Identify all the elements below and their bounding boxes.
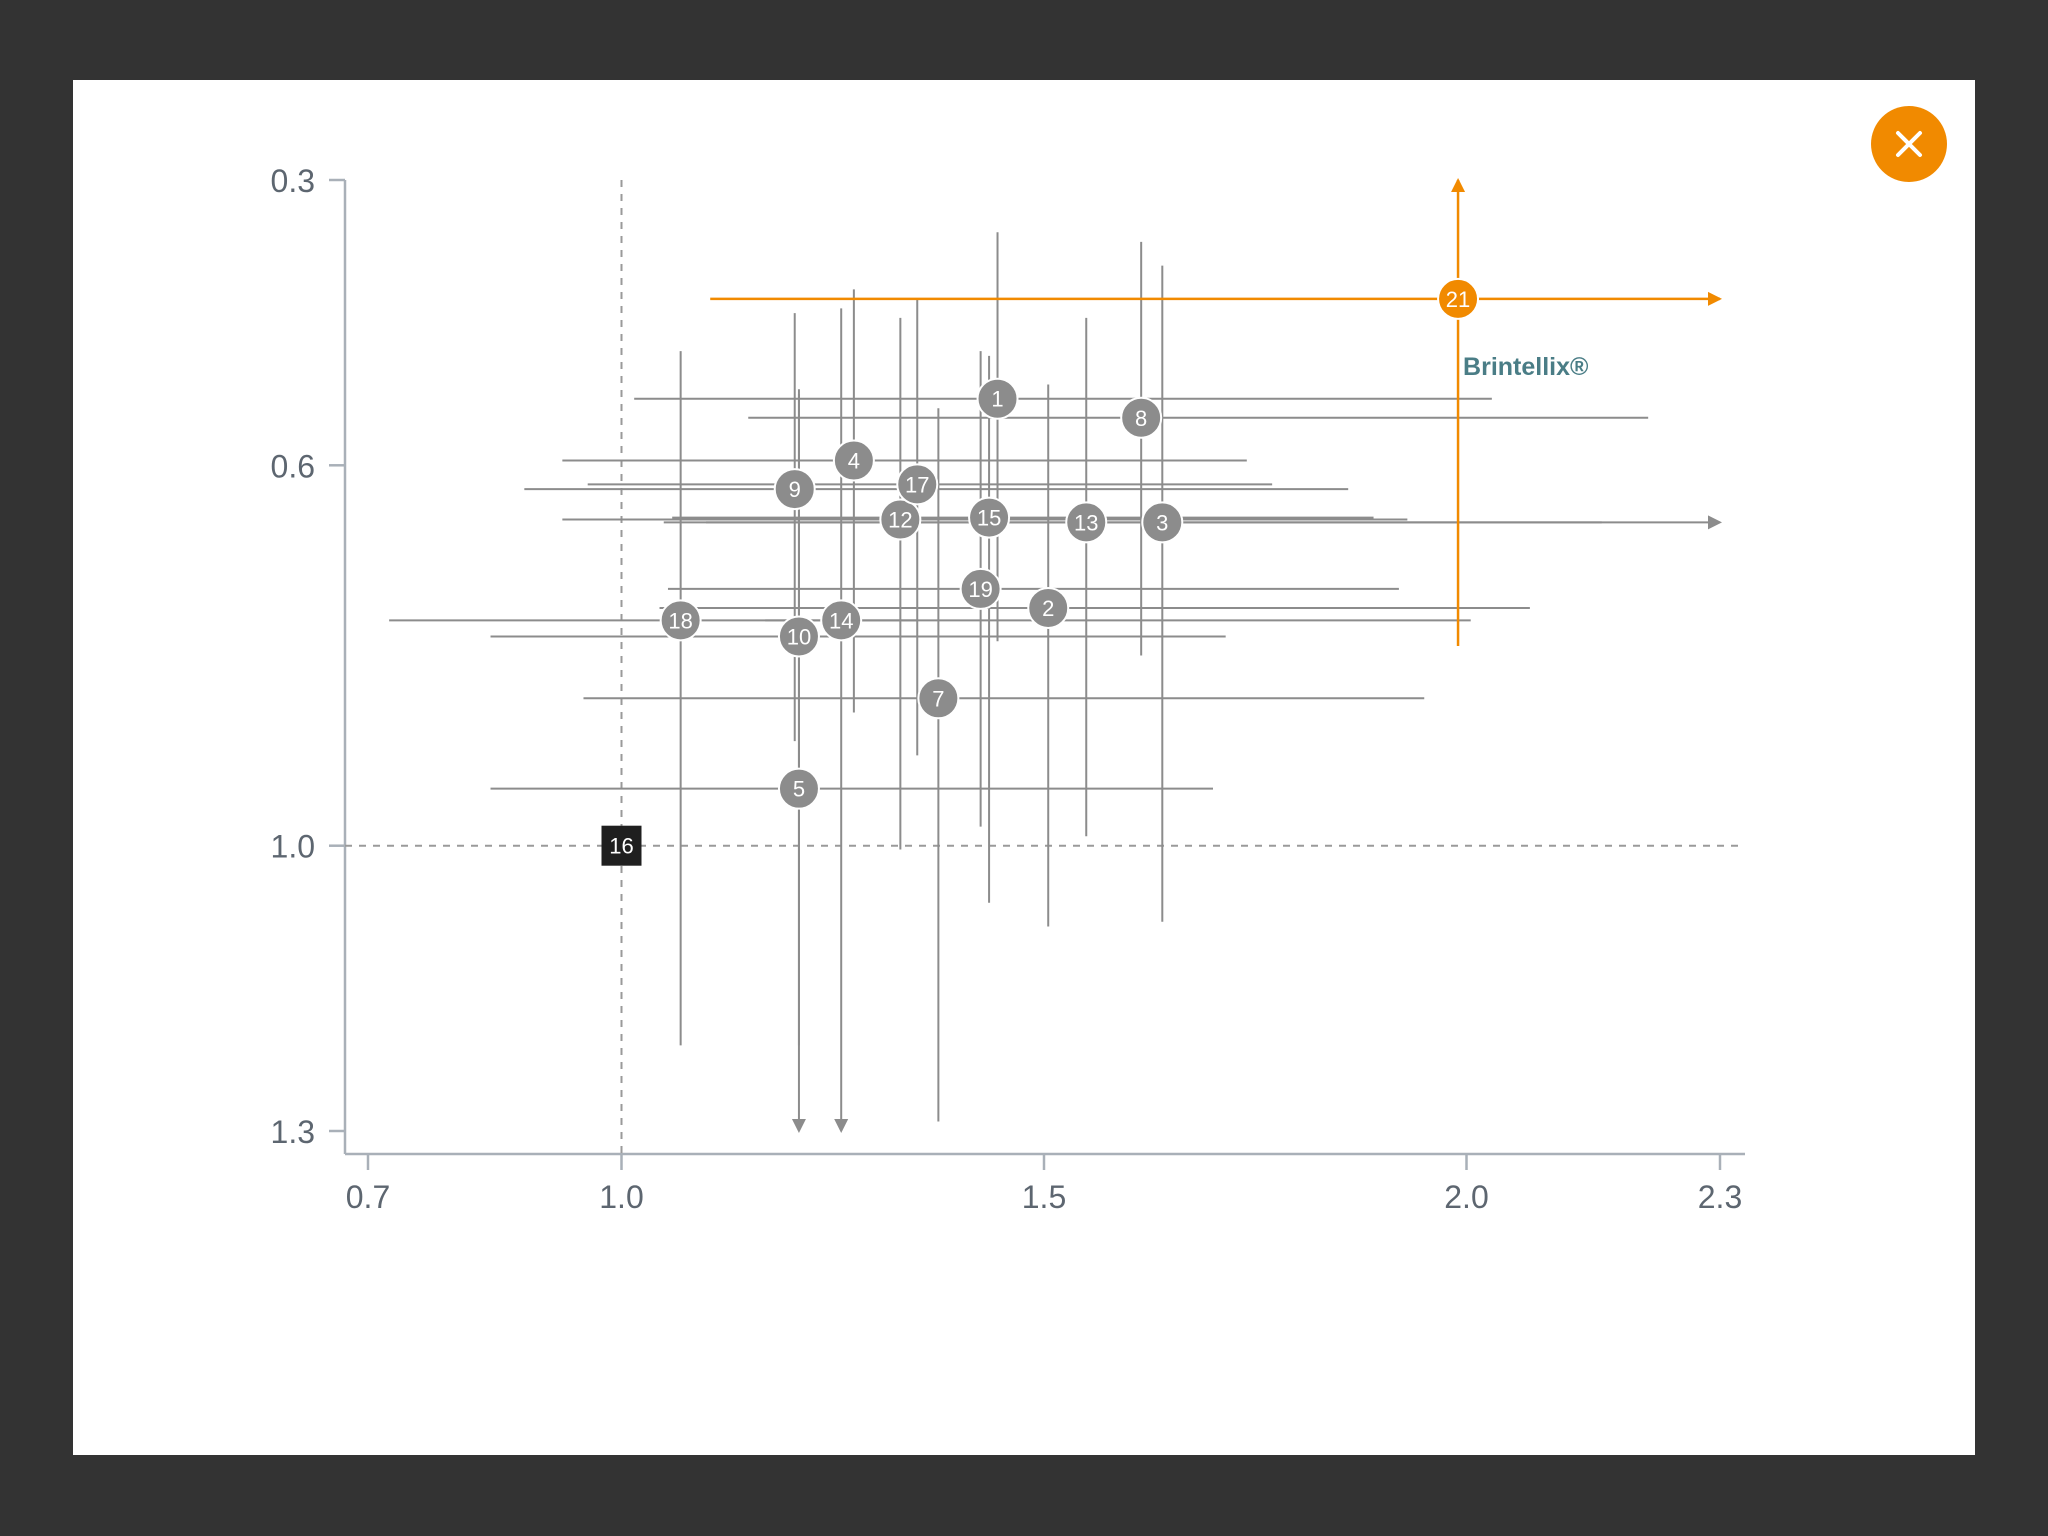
x-tick-label: 1.0	[599, 1179, 643, 1215]
point-marker-2	[1027, 586, 1070, 629]
point-marker-3	[1141, 501, 1184, 544]
x-tick-label: 1.5	[1022, 1179, 1066, 1215]
point-label: 4	[848, 449, 860, 474]
ci-arrow-x-21	[1708, 291, 1722, 306]
point-marker-9	[773, 468, 816, 511]
point-label: 21	[1446, 287, 1470, 312]
ci-arrow-x-3	[1708, 515, 1722, 530]
point-label: 3	[1156, 510, 1168, 535]
point-marker-15	[968, 496, 1011, 539]
point-marker-4	[832, 439, 875, 482]
point-marker-10	[777, 615, 820, 658]
point-label: 15	[977, 506, 1001, 531]
point-label: 9	[789, 477, 801, 502]
point-label: 2	[1042, 596, 1054, 621]
point-label: 10	[787, 624, 811, 649]
y-tick-label: 1.3	[271, 1114, 315, 1150]
y-tick-label: 0.6	[271, 448, 315, 484]
ci-arrow-y-21	[1451, 178, 1466, 192]
point-marker-7	[917, 677, 960, 720]
point-label: 1	[991, 387, 1003, 412]
point-marker-19	[959, 567, 1002, 610]
point-label: 8	[1135, 406, 1147, 431]
close-button[interactable]	[1871, 106, 1947, 182]
point-label: 13	[1074, 510, 1098, 535]
chart-panel	[73, 80, 1975, 1455]
point-label: 12	[888, 508, 912, 533]
x-tick-label: 0.7	[346, 1179, 390, 1215]
point-marker-14	[820, 599, 863, 642]
point-marker-1	[976, 377, 1019, 420]
point-label: 5	[793, 777, 805, 802]
point-label: 19	[968, 577, 992, 602]
point-marker-21	[1437, 277, 1480, 320]
reference-marker	[601, 825, 642, 866]
point-marker-8	[1120, 396, 1163, 439]
point-label: 16	[609, 834, 633, 859]
close-icon	[1896, 131, 1922, 157]
ci-arrow-y-14	[834, 1119, 849, 1133]
brintellix-label: Brintellix®	[1463, 353, 1589, 381]
point-marker-12	[879, 498, 922, 541]
point-label: 17	[905, 472, 929, 497]
x-tick-label: 2.3	[1698, 1179, 1742, 1215]
point-marker-13	[1065, 501, 1108, 544]
point-label: 18	[668, 608, 692, 633]
y-tick-label: 1.0	[271, 829, 315, 865]
y-tick-label: 0.3	[271, 163, 315, 199]
point-marker-17	[896, 463, 939, 506]
x-tick-label: 2.0	[1444, 1179, 1488, 1215]
point-label: 14	[829, 608, 853, 633]
point-marker-18	[659, 599, 702, 642]
point-label: 7	[932, 686, 944, 711]
ci-arrow-y-5	[791, 1119, 806, 1133]
point-marker-5	[777, 767, 820, 810]
